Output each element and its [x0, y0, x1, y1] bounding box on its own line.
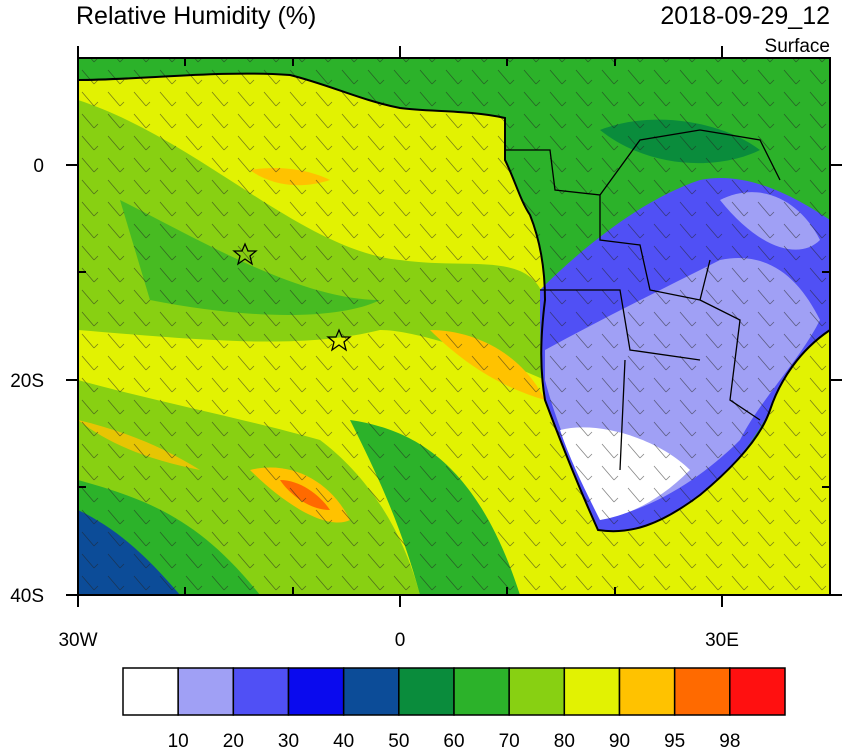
- colorbar-swatch: [729, 667, 786, 716]
- colorbar-swatch: [563, 667, 621, 716]
- x-axis-label: 0: [395, 630, 406, 651]
- x-axis-label: 30W: [58, 630, 97, 651]
- colorbar-swatch: [177, 667, 235, 716]
- colorbar-swatch: [342, 667, 400, 716]
- y-axis-label: 0: [33, 156, 44, 177]
- title: Relative Humidity (%): [76, 2, 316, 30]
- colorbar-swatch: [398, 667, 455, 716]
- datetime: 2018-09-29_12: [660, 2, 830, 30]
- colorbar-label: 80: [554, 731, 575, 750]
- colorbar-label: 60: [443, 731, 464, 750]
- colorbar-label: 90: [609, 731, 630, 750]
- map-frame: [77, 57, 831, 596]
- x-axis-label: 30E: [705, 630, 739, 651]
- humidity-field: [78, 58, 830, 595]
- colorbar-swatch: [287, 667, 345, 716]
- y-axis-label: 20S: [10, 371, 44, 392]
- colorbar-swatch: [673, 667, 731, 716]
- colorbar-label: 98: [719, 731, 740, 750]
- x-axis-labels: 30W 0 30E: [58, 630, 738, 651]
- colorbar-swatch: [618, 667, 676, 716]
- axis-ticks: [66, 46, 842, 607]
- colorbar-label: 30: [278, 731, 299, 750]
- y-axis-labels: 0 20S 40S: [10, 156, 44, 607]
- colorbar-label: 95: [664, 731, 685, 750]
- colorbar-label: 70: [499, 731, 520, 750]
- colorbar: 10 20 30 40 50 60 70 80 90 95 98: [122, 667, 786, 752]
- colorbar-label: 50: [388, 731, 409, 750]
- level: Surface: [765, 36, 830, 57]
- colorbar-swatch: [232, 667, 290, 716]
- colorbar-swatch: [122, 667, 179, 716]
- colorbar-swatch: [453, 667, 510, 716]
- y-axis-label: 40S: [10, 586, 44, 607]
- colorbar-label: 20: [223, 731, 244, 750]
- colorbar-swatch: [508, 667, 566, 716]
- colorbar-label: 10: [168, 731, 189, 750]
- colorbar-label: 40: [333, 731, 354, 750]
